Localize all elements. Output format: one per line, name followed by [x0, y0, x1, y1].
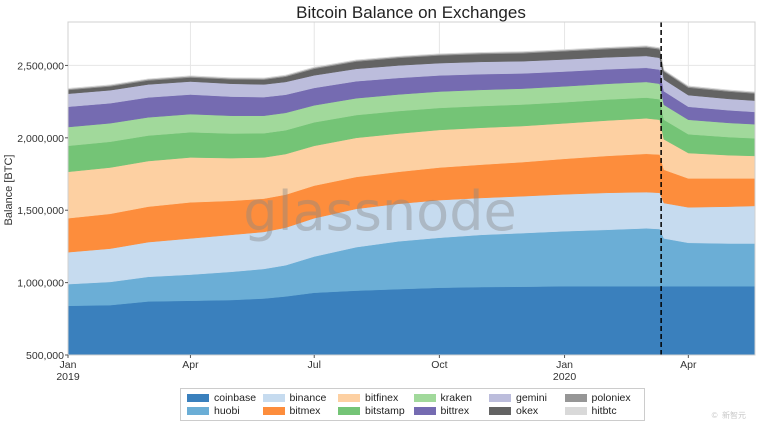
legend-swatch	[413, 394, 436, 403]
legend: coinbase binance bitfinex kraken gemini polon…	[180, 388, 645, 421]
legend-label: coinbase	[214, 392, 257, 405]
axes: 500,000 1,000,000 1,500,000 2,000,000 2,500,…	[17, 21, 756, 383]
legend-item-bittrex: bittrex	[413, 404, 488, 418]
legend-item-binance: binance	[262, 392, 337, 405]
legend-swatch	[489, 406, 511, 415]
y-tick-label: 1,000,000	[17, 278, 64, 290]
legend-swatch	[338, 406, 360, 415]
x-tick-label: Jan	[556, 359, 573, 371]
legend-label: bitstamp	[365, 404, 405, 417]
legend-item-gemini: gemini	[489, 392, 563, 405]
corner-watermark: © 新智元	[711, 411, 746, 420]
y-tick-label: 2,000,000	[17, 133, 64, 145]
y-axis-label: Balance [BTC]	[3, 155, 15, 226]
legend-label: kraken	[440, 392, 473, 405]
stacked-areas	[68, 45, 755, 355]
y-tick-label: 500,000	[26, 350, 64, 362]
legend-swatch	[489, 394, 511, 403]
x-tick-label: Oct	[431, 359, 447, 371]
legend-item-huobi: huobi	[187, 405, 261, 418]
legend-label: huobi	[214, 404, 240, 417]
legend-item-bitstamp: bitstamp	[338, 405, 412, 418]
legend-swatch	[187, 406, 209, 415]
legend-swatch	[338, 394, 360, 403]
plot-frame	[67, 21, 756, 356]
legend-item-hitbtc: hitbtc	[564, 404, 639, 418]
legend-item-bitfinex: bitfinex	[338, 392, 412, 405]
legend-item-bitmex: bitmex	[262, 404, 337, 418]
legend-label: hitbtc	[591, 404, 617, 417]
legend-label: binance	[289, 392, 327, 405]
x-tick-year-label: 2019	[56, 371, 80, 383]
legend-swatch	[262, 394, 285, 403]
x-tick-label: Apr	[680, 359, 697, 371]
legend-label: gemini	[516, 392, 547, 405]
y-tick-label: 2,500,000	[17, 60, 64, 72]
x-tick-label: Jul	[308, 359, 321, 371]
y-tick-label: 1,500,000	[17, 205, 64, 217]
legend-label: poloniex	[591, 392, 631, 405]
x-tick-year-label: 2020	[553, 371, 577, 383]
x-tick-label: Apr	[182, 359, 199, 371]
legend-swatch	[262, 406, 285, 415]
legend-swatch	[564, 406, 587, 415]
legend-item-kraken: kraken	[413, 392, 488, 405]
legend-label: bittrex	[440, 404, 470, 417]
legend-item-okex: okex	[489, 405, 563, 418]
x-tick-label: Jan	[60, 359, 77, 371]
legend-label: okex	[516, 404, 539, 417]
legend-swatch	[413, 406, 436, 415]
legend-item-coinbase: coinbase	[187, 392, 261, 405]
legend-label: bitmex	[289, 404, 321, 417]
legend-swatch	[564, 394, 587, 403]
legend-swatch	[187, 394, 209, 403]
legend-item-poloniex: poloniex	[564, 392, 639, 405]
chart-title: Bitcoin Balance on Exchanges	[296, 3, 526, 22]
legend-label: bitfinex	[365, 392, 399, 405]
area-series-hitbtc	[68, 45, 755, 93]
chart-watermark: glassnode	[243, 180, 516, 243]
